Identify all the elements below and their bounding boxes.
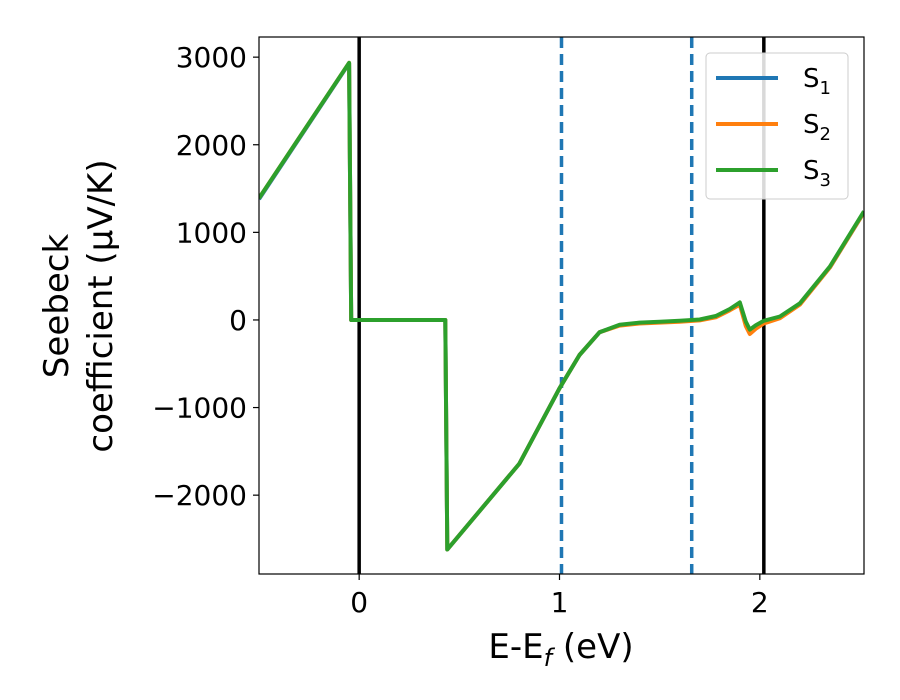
legend-label-2: S2: [803, 110, 831, 145]
legend-label-3: S3: [803, 156, 831, 191]
y-tick-label: 2000: [176, 129, 247, 162]
series-line-3: [259, 60, 864, 552]
y-axis-title-line1: Seebeck: [37, 234, 77, 379]
y-tick-label: 0: [229, 304, 247, 337]
x-tick-label: 2: [751, 586, 769, 619]
legend-label-1: S1: [803, 64, 831, 99]
axis-ticks: 0 1 2 −2000 −1000 0 1000 2000 3000: [152, 41, 768, 619]
y-tick-label: −1000: [152, 392, 247, 425]
legend: S1 S2 S3: [705, 52, 849, 200]
x-axis-title: E-Ef (eV): [488, 627, 633, 672]
y-tick-label: 3000: [176, 41, 247, 74]
reference-lines: [357, 37, 766, 574]
plot-frame: [258, 36, 865, 575]
y-axis-title-line2: coefficient (μV/K): [81, 159, 121, 452]
x-tick-label: 0: [350, 586, 368, 619]
y-tick-label: 1000: [176, 216, 247, 249]
y-tick-label: −2000: [152, 479, 247, 512]
series-lines: [259, 60, 864, 552]
x-tick-label: 1: [551, 586, 569, 619]
